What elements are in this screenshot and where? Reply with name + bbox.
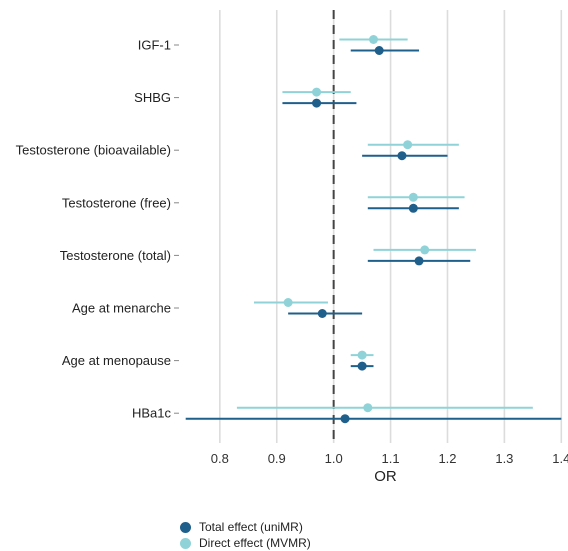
legend-marker-direct: [180, 537, 191, 549]
x-tick-label: 0.9: [268, 451, 286, 466]
category-label: Testosterone (bioavailable): [16, 143, 171, 158]
legend: Total effect (uniMR) Direct effect (MVMR…: [180, 519, 311, 551]
category-label: Testosterone (free): [62, 195, 171, 210]
x-tick-label: 1.4: [552, 451, 568, 466]
point-estimate-total: [312, 98, 322, 108]
legend-label-direct: Direct effect (MVMR): [199, 536, 311, 550]
point-estimate-total: [340, 414, 350, 424]
category-label: SHBG: [134, 90, 171, 105]
point-estimate-total: [374, 46, 384, 55]
x-tick-labels: 0.8 0.9 1.0 1.1 1.2 1.3 1.4: [211, 451, 568, 466]
x-tick-label: 1.1: [382, 451, 400, 466]
x-tick-label: 1.2: [438, 451, 456, 466]
x-tick-label: 0.8: [211, 451, 229, 466]
point-estimate-direct: [403, 140, 413, 150]
point-estimate-total: [397, 151, 407, 161]
grid-lines: [219, 10, 563, 443]
legend-marker-total: [180, 521, 191, 533]
category-label: HBa1c: [132, 406, 172, 421]
category-label: Testosterone (total): [60, 248, 171, 263]
point-estimate-direct: [357, 350, 367, 360]
category-label: Age at menopause: [62, 353, 171, 368]
series-marks: [185, 35, 562, 424]
x-axis-title: OR: [374, 468, 397, 485]
legend-item-total: Total effect (uniMR): [180, 519, 311, 535]
point-estimate-total: [414, 256, 424, 266]
x-tick-label: 1.0: [325, 451, 343, 466]
point-estimate-direct: [369, 35, 378, 44]
point-estimate-total: [408, 203, 418, 213]
x-tick-label: 1.3: [495, 451, 513, 466]
point-estimate-total: [317, 309, 327, 318]
point-estimate-total: [357, 361, 367, 371]
point-estimate-direct: [283, 298, 293, 307]
category-label: IGF-1: [138, 38, 171, 53]
point-estimate-direct: [312, 87, 322, 97]
category-label: Age at menarche: [72, 301, 171, 316]
category-labels: IGF-1 SHBG Testosterone (bioavailable) Test…: [16, 38, 179, 421]
point-estimate-direct: [420, 245, 430, 255]
legend-item-direct: Direct effect (MVMR): [180, 535, 311, 551]
point-estimate-direct: [363, 403, 373, 413]
legend-label-total: Total effect (uniMR): [199, 520, 303, 534]
point-estimate-direct: [408, 192, 418, 202]
